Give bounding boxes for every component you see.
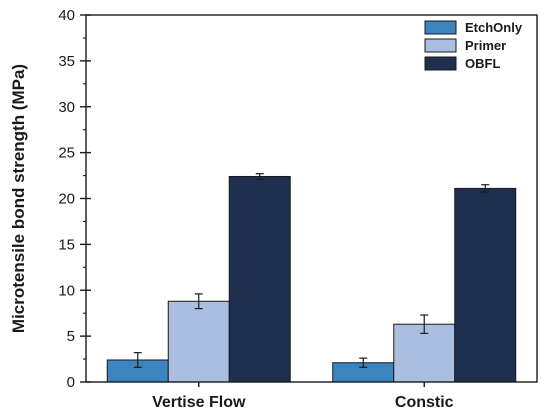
y-tick-label: 35: [58, 53, 75, 70]
y-tick-label: 20: [58, 191, 75, 208]
legend-swatch: [424, 38, 457, 53]
y-tick-label: 5: [67, 328, 75, 345]
y-tick-label: 30: [58, 99, 75, 116]
legend-label: EtchOnly: [465, 20, 523, 35]
x-tick-label: Vertise Flow: [152, 394, 246, 411]
x-tick-label: Constic: [395, 394, 454, 411]
y-tick-label: 25: [58, 145, 75, 162]
y-tick-label: 0: [67, 374, 75, 391]
y-tick-label: 10: [58, 282, 75, 299]
legend-label: Primer: [465, 38, 506, 53]
y-tick-label: 40: [58, 7, 75, 24]
y-tick-label: 15: [58, 236, 75, 253]
y-axis-title: Microtensile bond strength (MPa): [9, 64, 28, 333]
bar-obfl-constic: [454, 187, 517, 383]
bar-primer-vertise-flow: [167, 300, 230, 383]
legend-label: OBFL: [465, 56, 500, 71]
bar-obfl-vertise-flow: [228, 175, 291, 383]
legend-swatch: [424, 56, 457, 71]
legend-swatch: [424, 20, 457, 35]
